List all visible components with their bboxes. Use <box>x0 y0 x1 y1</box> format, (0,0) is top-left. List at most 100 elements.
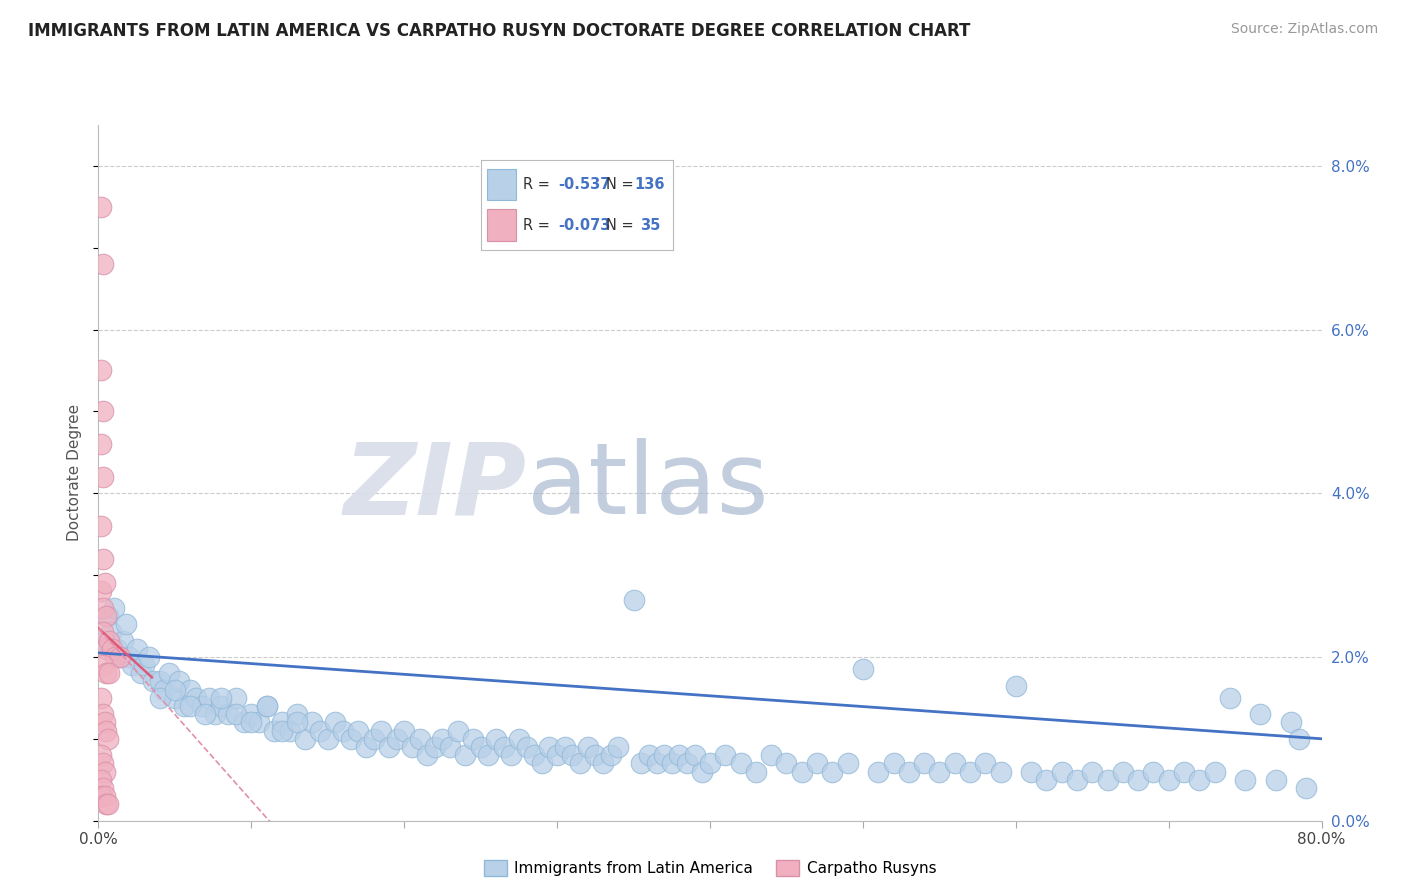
Text: 136: 136 <box>634 177 665 192</box>
Point <box>1295 780 1317 795</box>
Point <box>1035 772 1057 787</box>
Point <box>94 641 117 656</box>
Point <box>1279 715 1302 730</box>
Point <box>149 690 172 705</box>
Point <box>93 764 115 779</box>
Point <box>392 723 416 738</box>
Point <box>652 748 675 763</box>
Point <box>1264 772 1286 787</box>
Point <box>90 200 112 214</box>
Point <box>179 699 201 714</box>
Point <box>194 707 217 722</box>
Point <box>1188 772 1211 787</box>
Point <box>285 707 308 722</box>
Point <box>1004 679 1026 693</box>
Point <box>538 739 561 754</box>
Point <box>90 772 112 787</box>
Point <box>225 707 247 722</box>
Point <box>256 699 278 714</box>
Point <box>217 707 239 722</box>
Point <box>173 699 195 714</box>
Point <box>378 739 401 754</box>
Point <box>118 649 141 664</box>
Point <box>209 690 232 705</box>
Point <box>347 723 370 738</box>
Point <box>523 748 546 763</box>
Point <box>278 723 301 738</box>
Point <box>668 748 690 763</box>
Bar <box>486 210 516 241</box>
Point <box>699 756 721 771</box>
Point <box>959 764 981 779</box>
Point <box>638 748 661 763</box>
Point <box>197 690 219 705</box>
Point <box>676 756 699 771</box>
Point <box>91 257 114 271</box>
Point <box>138 649 160 664</box>
Text: atlas: atlas <box>526 438 768 535</box>
Point <box>1234 772 1257 787</box>
Point <box>354 739 377 754</box>
Point <box>385 731 408 746</box>
Point <box>91 756 114 771</box>
Point <box>90 519 112 533</box>
Point <box>1250 707 1272 722</box>
Point <box>630 756 652 771</box>
Point <box>1066 772 1088 787</box>
Point <box>209 699 232 714</box>
Point <box>142 674 165 689</box>
Point <box>100 625 122 640</box>
Point <box>90 789 112 803</box>
Point <box>91 551 114 566</box>
Point <box>623 592 645 607</box>
Point <box>501 748 523 763</box>
Text: 35: 35 <box>640 219 661 233</box>
Text: -0.537: -0.537 <box>558 177 610 192</box>
Point <box>554 739 576 754</box>
Point <box>1173 764 1195 779</box>
Point <box>163 682 186 697</box>
Point <box>90 690 112 705</box>
Point <box>91 470 114 484</box>
Point <box>316 731 339 746</box>
Point <box>492 739 515 754</box>
Point <box>683 748 706 763</box>
Point <box>447 723 470 738</box>
Point <box>592 756 614 771</box>
Point <box>294 731 316 746</box>
Text: -0.073: -0.073 <box>558 219 610 233</box>
Point <box>943 756 966 771</box>
Point <box>607 739 630 754</box>
Point <box>90 584 112 599</box>
Point <box>285 715 308 730</box>
Point <box>325 715 347 730</box>
Point <box>408 731 430 746</box>
Point <box>1142 764 1164 779</box>
Point <box>423 739 446 754</box>
Point <box>1050 764 1073 779</box>
Point <box>974 756 997 771</box>
Point <box>569 756 592 771</box>
Point <box>98 633 121 648</box>
Point <box>461 731 484 746</box>
Point <box>661 756 683 771</box>
Point <box>912 756 935 771</box>
Point <box>270 723 294 738</box>
Point <box>775 756 797 771</box>
Point <box>546 748 568 763</box>
Point <box>153 682 176 697</box>
Point <box>93 633 115 648</box>
Point <box>91 404 114 418</box>
Point <box>97 609 120 624</box>
Point <box>1097 772 1119 787</box>
Point <box>470 739 492 754</box>
Point <box>416 748 439 763</box>
Point <box>339 731 361 746</box>
Point <box>454 748 477 763</box>
Point <box>247 715 270 730</box>
Point <box>104 649 127 664</box>
Point <box>98 666 121 681</box>
Text: IMMIGRANTS FROM LATIN AMERICA VS CARPATHO RUSYN DOCTORATE DEGREE CORRELATION CHA: IMMIGRANTS FROM LATIN AMERICA VS CARPATH… <box>28 22 970 40</box>
Point <box>225 690 247 705</box>
Point <box>134 658 156 673</box>
